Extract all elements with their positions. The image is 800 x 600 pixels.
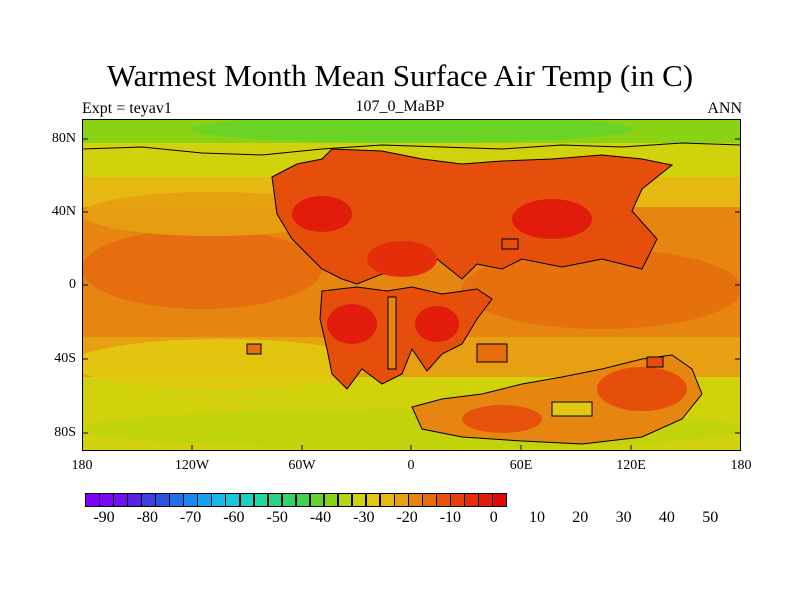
colorbar-label: 30 xyxy=(615,509,632,526)
colorbar xyxy=(85,493,507,507)
colorbar-swatch xyxy=(225,493,241,507)
north-hot-spot-2 xyxy=(512,199,592,239)
colorbar-swatch xyxy=(365,493,381,507)
colorbar-swatch xyxy=(422,493,437,507)
colorbar-swatch xyxy=(127,493,142,507)
lon-label-0: 0 xyxy=(407,458,415,473)
colorbar-swatch xyxy=(99,493,114,507)
polar-cool-lake xyxy=(551,401,593,417)
plot-title: Warmest Month Mean Surface Air Temp (in … xyxy=(106,58,694,93)
colorbar-swatch xyxy=(113,493,128,507)
south-hot-spot-2 xyxy=(415,306,459,342)
colorbar-swatch xyxy=(337,493,353,507)
colorbar-label: -10 xyxy=(439,509,462,526)
island-3 xyxy=(646,356,664,368)
colorbar-label: -30 xyxy=(353,509,375,526)
season-label: ANN xyxy=(707,100,742,117)
map-ticks xyxy=(82,138,741,451)
polar-warm-2 xyxy=(462,405,542,433)
lat-label-40s: 40S xyxy=(54,351,76,366)
colorbar-swatch xyxy=(309,493,325,507)
arctic-cool xyxy=(192,119,632,143)
colorbar-swatch xyxy=(436,493,451,507)
colorbar-swatch xyxy=(295,493,311,507)
lon-label-180e: 180 xyxy=(730,458,752,473)
colorbar-swatch xyxy=(239,493,255,507)
lon-label-60e: 60E xyxy=(509,458,533,473)
polar-warm-1 xyxy=(597,367,687,411)
colorbar-label: 20 xyxy=(572,509,589,526)
lon-label-60w: 60W xyxy=(288,458,316,473)
colorbar-label: -80 xyxy=(136,509,158,526)
colorbar-swatch xyxy=(253,493,269,507)
channel-gap xyxy=(387,296,397,370)
colorbar-swatch xyxy=(141,493,156,507)
colorbar-swatch xyxy=(281,493,297,507)
colorbar-swatch xyxy=(379,493,395,507)
north-hot-spot-1 xyxy=(292,196,352,232)
colorbar-label: 40 xyxy=(658,509,675,526)
colorbar-label: -90 xyxy=(93,509,115,526)
experiment-label: Expt = teyav1 xyxy=(82,100,172,117)
island-2 xyxy=(501,238,519,250)
tropical-core-west xyxy=(82,229,322,309)
lat-label-40n: 40N xyxy=(51,204,76,219)
island-4 xyxy=(246,343,262,355)
tropical-core-east xyxy=(462,249,741,329)
colorbar-swatch xyxy=(394,493,409,507)
colorbar-swatch xyxy=(478,493,493,507)
island-1 xyxy=(476,343,508,363)
south-hot-spot-1 xyxy=(327,304,377,344)
north-coastline xyxy=(82,142,741,156)
lon-label-180w: 180 xyxy=(71,458,93,473)
colorbar-swatch xyxy=(351,493,367,507)
colorbar-swatch xyxy=(155,493,170,507)
colorbar-swatch xyxy=(197,493,212,507)
colorbar-swatch xyxy=(183,493,198,507)
colorbar-swatch xyxy=(267,493,283,507)
colorbar-swatch xyxy=(211,493,226,507)
period-label: 107_0_MaBP xyxy=(355,98,445,115)
colorbar-label: 0 xyxy=(489,509,498,526)
lat-label-80s: 80S xyxy=(54,425,76,440)
colorbar-swatch xyxy=(450,493,465,507)
lon-label-120w: 120W xyxy=(174,458,210,473)
colorbar-label: -50 xyxy=(266,509,288,526)
temperature-map xyxy=(82,119,741,451)
colorbar-swatch xyxy=(85,493,100,507)
colorbar-label: -60 xyxy=(223,509,245,526)
colorbar-label: 10 xyxy=(529,509,545,526)
south-pacific-cool xyxy=(82,339,372,389)
map-svg xyxy=(82,119,741,451)
north-hot-spot-3 xyxy=(367,241,437,277)
colorbar-label: -40 xyxy=(309,509,332,526)
lat-label-0: 0 xyxy=(69,277,76,292)
colorbar-swatch xyxy=(169,493,184,507)
colorbar-label: -70 xyxy=(179,509,202,526)
colorbar-label: 50 xyxy=(702,509,719,526)
colorbar-swatch xyxy=(464,493,479,507)
colorbar-label: -20 xyxy=(396,509,418,526)
colorbar-swatch xyxy=(492,493,507,507)
colorbar-swatch xyxy=(408,493,423,507)
colorbar-swatch xyxy=(323,493,339,507)
lat-label-80n: 80N xyxy=(51,131,76,146)
lon-label-120e: 120E xyxy=(616,458,646,473)
